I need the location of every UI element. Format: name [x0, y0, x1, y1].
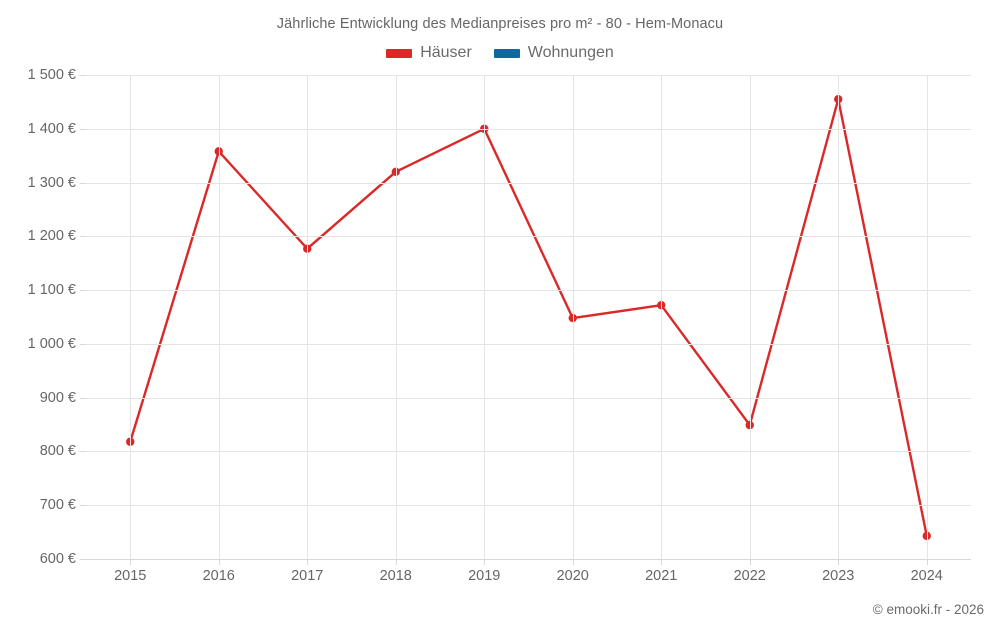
gridline-vertical — [218, 75, 220, 559]
data-point[interactable] — [568, 313, 577, 323]
gridline-vertical — [130, 75, 132, 559]
gridline-horizontal — [86, 397, 971, 399]
plot-area — [86, 75, 971, 560]
legend-item-hauser[interactable]: Häuser — [386, 44, 472, 62]
x-axis-tick-mark — [484, 560, 486, 565]
y-axis-tick-label: 1 000 € — [27, 335, 76, 352]
gridline-vertical — [749, 75, 751, 559]
y-axis-tick-label: 600 € — [39, 551, 76, 567]
x-axis-baseline — [86, 559, 971, 560]
gridline-vertical — [484, 75, 486, 559]
y-axis-tick-label: 900 € — [39, 389, 76, 406]
gridline-horizontal — [86, 451, 971, 453]
y-axis-tick-label: 1 500 € — [27, 67, 76, 83]
gridline-horizontal — [86, 128, 971, 130]
gridline-horizontal — [86, 75, 971, 76]
y-axis-tick-label: 1 200 € — [27, 228, 76, 245]
x-axis-tick-label: 2018 — [379, 568, 412, 584]
gridline-vertical — [307, 75, 309, 559]
x-axis-tick-label: 2016 — [202, 568, 235, 584]
x-axis-tick-mark — [926, 560, 928, 565]
gridline-horizontal — [86, 236, 971, 238]
x-axis-tick-mark — [749, 560, 751, 565]
gridline-vertical — [395, 75, 397, 559]
series-line-häuser — [129, 98, 928, 538]
x-axis-tick-mark — [307, 560, 309, 565]
gridline-vertical — [572, 75, 574, 559]
x-axis-tick-mark — [572, 560, 574, 565]
gridline-vertical — [838, 75, 840, 559]
gridline-horizontal — [86, 290, 971, 292]
x-axis-tick-mark — [395, 560, 397, 565]
x-axis-tick-label: 2022 — [733, 568, 766, 584]
legend-label-hauser: Häuser — [420, 44, 472, 61]
chart-title: Jährliche Entwicklung des Medianpreises … — [276, 16, 724, 32]
chart-legend: Häuser Wohnungen — [0, 44, 1000, 62]
gridline-vertical — [661, 75, 663, 559]
x-axis-tick-label: 2015 — [114, 568, 147, 584]
y-axis-tick-label: 800 € — [39, 443, 76, 460]
legend-item-wohnungen[interactable]: Wohnungen — [493, 44, 614, 62]
y-axis-tick-label: 1 300 € — [27, 174, 76, 191]
x-axis-tick-label: 2019 — [468, 568, 501, 584]
x-axis-tick-label: 2017 — [291, 568, 324, 584]
x-axis-tick-mark — [661, 560, 663, 565]
x-axis-tick-label: 2023 — [822, 568, 855, 584]
footer-credit: © emooki.fr - 2026 — [872, 602, 984, 617]
legend-label-wohnungen: Wohnungen — [527, 44, 614, 61]
y-axis-tick-label: 1 100 € — [27, 282, 76, 299]
gridline-horizontal — [86, 343, 971, 345]
x-axis-tick-label: 2020 — [556, 568, 589, 584]
x-axis-tick-label: 2024 — [910, 568, 943, 584]
data-point[interactable] — [391, 167, 400, 176]
y-axis-tick-label: 1 400 € — [27, 120, 76, 137]
legend-swatch-hauser — [386, 48, 413, 58]
gridline-horizontal — [86, 505, 971, 507]
x-axis-tick-mark — [130, 560, 132, 565]
gridline-vertical — [926, 75, 928, 559]
y-axis-tick-label: 700 € — [39, 497, 76, 514]
legend-swatch-wohnungen — [493, 48, 520, 58]
gridline-horizontal — [86, 182, 971, 184]
x-axis-tick-label: 2021 — [645, 568, 678, 584]
x-axis-tick-mark — [218, 560, 220, 565]
x-axis-tick-mark — [838, 560, 840, 565]
